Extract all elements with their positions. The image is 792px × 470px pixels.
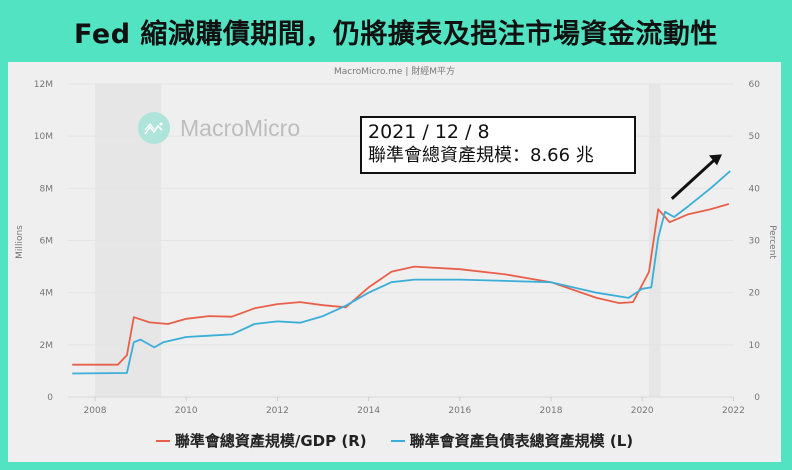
y-left-tick-label: 10M [34,132,53,142]
y-right-tick-label: 0 [754,393,760,403]
chart-panel: MacroMicro.me | 財經M平方 0 2M 4M 6M 8M 10M 12M 0 10… [8,62,781,462]
watermark-text: MacroMicro [180,114,301,141]
y-right-tick-label: 50 [749,132,761,142]
legend-swatch-blue [390,439,405,442]
y-left-tick-label: 6M [40,237,54,247]
legend-item-total-assets[interactable]: 聯準會資產負債表總資產規模 (L) [390,430,634,451]
series-total-assets-line [72,170,731,375]
annotation-box: 2021 / 12 / 8 聯準會總資產規模：8.66 兆 [360,116,636,174]
y-left-tick-label: 2M [40,341,54,351]
y-left-tick-label: 0 [47,393,53,403]
y-right-axis-title: Percent [767,225,777,259]
macromicro-logo-icon [138,112,170,144]
chart-source: MacroMicro.me | 財經M平方 [334,67,455,77]
page-title: Fed 縮減購債期間，仍將擴表及挹注市場資金流動性 [74,18,718,50]
y-left-tick-label: 4M [40,289,54,299]
y-left-axis-title: Millions [15,225,25,259]
x-tick-label: 2022 [722,406,745,416]
watermark: MacroMicro [138,112,300,144]
x-tick-label: 2020 [631,406,654,416]
y-right-tick-label: 20 [749,289,761,299]
x-tick-label: 2018 [540,406,563,416]
series-assets-gdp-line [72,203,730,366]
legend-label: 聯準會資產負債表總資產規模 (L) [409,432,634,450]
y-left-tick-label: 8M [40,184,54,194]
x-tick-label: 2010 [175,406,198,416]
x-tick-label: 2008 [84,406,107,416]
y-right-tick-label: 60 [749,80,761,90]
arrow-head-icon [709,154,722,166]
x-tick-label: 2012 [266,406,289,416]
annotation-value: 聯準會總資產規模：8.66 兆 [368,145,594,166]
annotation-date: 2021 / 12 / 8 [368,121,490,143]
y-right-tick-label: 40 [749,184,761,194]
y-right-tick-label: 30 [749,237,761,247]
up-right-arrow-icon [670,157,718,200]
x-tick-label: 2016 [448,406,471,416]
legend-item-gdp-ratio[interactable]: 聯準會總資產規模/GDP (R) [155,430,367,451]
y-right-tick-label: 10 [749,341,761,351]
x-tick-label: 2014 [357,406,380,416]
legend-label: 聯準會總資產規模/GDP (R) [174,432,367,450]
legend-swatch-red [155,439,170,442]
y-left-tick-label: 12M [34,80,53,90]
chart-legend: 聯準會總資產規模/GDP (R) 聯準會資產負債表總資產規模 (L) [8,430,781,451]
